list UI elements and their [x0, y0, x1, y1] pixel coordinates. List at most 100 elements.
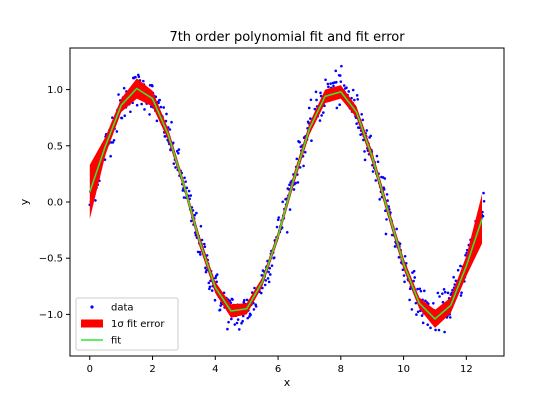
data-point [241, 319, 244, 323]
data-point [314, 90, 318, 94]
data-point [246, 316, 250, 320]
data-point [187, 189, 191, 193]
data-point [172, 162, 176, 165]
data-point [208, 287, 211, 291]
data-point [253, 286, 256, 290]
data-point [345, 86, 348, 90]
data-point [158, 98, 162, 102]
data-point [142, 79, 145, 83]
data-point [122, 86, 126, 90]
data-point [159, 105, 163, 109]
data-point [185, 186, 189, 190]
data-point [252, 308, 256, 311]
data-point [356, 97, 360, 101]
data-point [482, 191, 485, 195]
data-point [384, 232, 388, 236]
data-point [443, 330, 446, 334]
data-point [268, 266, 272, 270]
data-point [459, 294, 463, 297]
x-axis-label: x [284, 376, 291, 389]
data-point [213, 298, 217, 302]
data-point [292, 188, 296, 191]
data-point [385, 193, 389, 196]
data-point [111, 116, 114, 119]
data-point [363, 150, 366, 153]
data-point [177, 148, 181, 151]
data-point [148, 113, 151, 116]
data-point [294, 181, 297, 185]
data-point [277, 216, 281, 219]
data-point [413, 276, 417, 279]
data-point [303, 150, 307, 154]
data-point [272, 256, 276, 260]
data-point [264, 279, 268, 282]
data-point [260, 274, 264, 277]
data-point [182, 196, 186, 199]
data-point [214, 276, 217, 280]
data-point [410, 308, 414, 311]
data-point [403, 280, 406, 284]
data-point [202, 242, 206, 246]
data-point [464, 253, 467, 257]
legend-box [75, 297, 179, 351]
data-point [339, 80, 343, 83]
data-point [263, 283, 267, 287]
data-point [378, 198, 382, 201]
data-point [385, 218, 388, 221]
data-point [210, 289, 214, 292]
data-point [420, 314, 424, 317]
data-point [327, 85, 330, 89]
data-point [245, 298, 249, 302]
data-point [446, 291, 450, 295]
data-point [270, 264, 274, 267]
data-point [338, 103, 341, 107]
data-point [302, 164, 305, 168]
data-point [227, 320, 230, 324]
data-point [111, 141, 115, 144]
x-tick-label: 12 [460, 364, 473, 375]
data-point [448, 316, 452, 319]
data-point [236, 318, 240, 321]
data-point [338, 74, 342, 77]
data-point [393, 245, 397, 248]
data-point [243, 298, 246, 302]
data-point [382, 188, 386, 191]
data-point [140, 102, 143, 106]
legend-label: data [111, 303, 134, 314]
data-point [309, 98, 313, 102]
data-point [332, 84, 335, 88]
data-point [235, 321, 239, 325]
data-point [117, 93, 120, 96]
data-point [482, 199, 486, 203]
data-point [432, 301, 435, 305]
legend-marker-data [90, 305, 94, 309]
data-point [307, 106, 311, 110]
y-tick-label: 0.0 [47, 198, 63, 209]
x-tick-label: 8 [338, 364, 344, 375]
data-point [269, 273, 272, 276]
x-tick-label: 4 [212, 364, 218, 375]
data-point [164, 119, 168, 123]
data-point [320, 114, 323, 117]
data-point [460, 291, 463, 295]
data-point [326, 82, 330, 86]
data-point [322, 111, 325, 114]
data-point [204, 266, 207, 270]
fit-error-band [89, 78, 483, 328]
data-point [205, 268, 208, 272]
data-point [175, 149, 179, 153]
data-point [419, 289, 423, 293]
data-point [424, 299, 427, 303]
chart-title: 7th order polynomial fit and fit error [169, 30, 405, 45]
data-point [177, 151, 180, 155]
data-point [233, 323, 237, 326]
plot-area [88, 64, 486, 334]
data-point [190, 219, 193, 223]
data-point [296, 181, 300, 184]
data-point [415, 313, 418, 316]
data-point [363, 158, 367, 162]
data-point [215, 280, 218, 284]
data-point [481, 214, 485, 218]
data-point [242, 300, 246, 304]
data-point [230, 317, 233, 321]
